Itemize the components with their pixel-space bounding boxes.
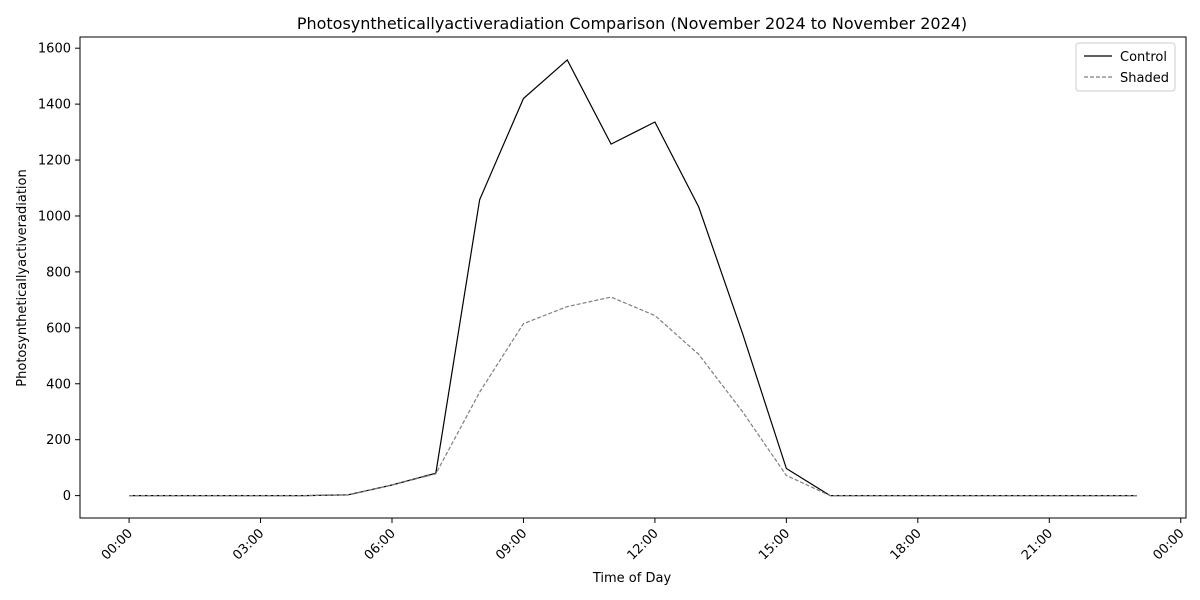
y-tick-label: 1400 [38,98,71,113]
x-tick-label: 00:00 [99,526,136,563]
x-tick-label: 06:00 [362,526,399,563]
y-axis: 0 200 400 600 800 1000 1200 1400 1600 [38,42,80,504]
chart-title: Photosyntheticallyactiveradiation Compar… [297,14,967,33]
x-tick-label: 03:00 [230,526,267,563]
y-tick-label: 1000 [38,209,71,224]
x-tick-label: 15:00 [756,526,793,563]
series-line-control [129,58,1137,497]
legend: Control Shaded [1075,42,1176,92]
x-tick-label: 18:00 [888,526,925,563]
x-tick-label: 12:00 [625,526,662,563]
series-lines [129,58,1137,497]
plot-area: 0 200 400 600 800 1000 1200 1400 1600 00:00 03:00… [38,36,1188,563]
y-tick-label: 800 [46,265,71,280]
y-tick-label: 1600 [38,42,71,57]
y-tick-label: 0 [63,489,71,504]
series-line-shaded [129,296,1137,497]
x-tick-label: 09:00 [493,526,530,563]
plot-frame [79,36,1187,519]
x-axis: 00:00 03:00 06:00 09:00 12:00 15:00 18:00 21:00… [99,518,1188,563]
x-axis-title: Time of Day [592,571,672,586]
y-tick-label: 400 [46,377,71,392]
x-tick-label: 00:00 [1150,526,1187,563]
legend-box [1075,42,1176,92]
legend-label-shaded: Shaded [1120,71,1169,86]
y-tick-label: 600 [46,321,71,336]
y-axis-title: Photosyntheticallyactiveradiation [15,169,30,386]
x-tick-label: 21:00 [1019,526,1056,563]
legend-label-control: Control [1120,50,1167,65]
y-tick-label: 200 [46,433,71,448]
y-tick-label: 1200 [38,154,71,169]
